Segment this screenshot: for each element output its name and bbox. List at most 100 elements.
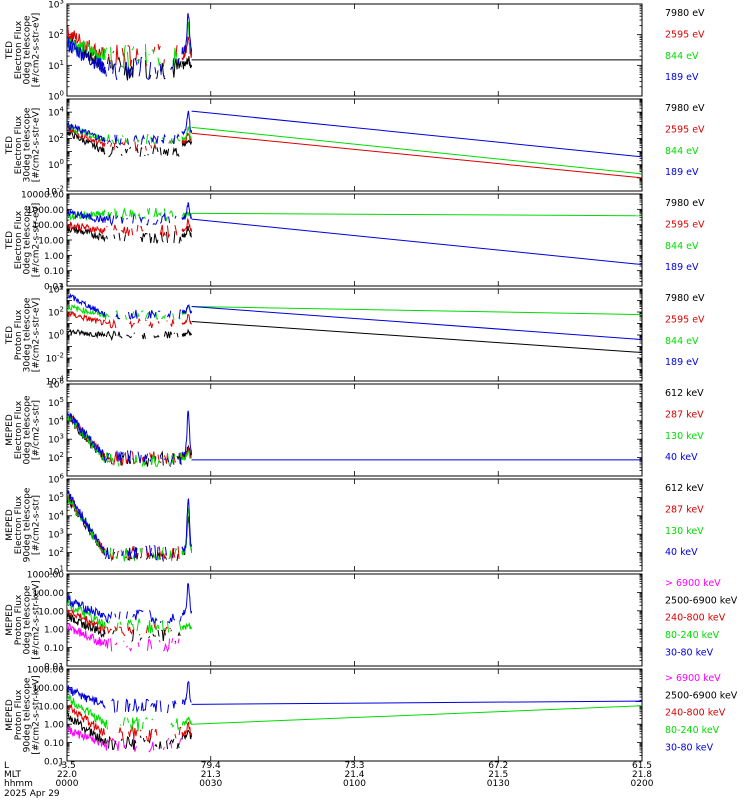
series-line-red bbox=[157, 43, 161, 51]
time-axis-tick-label: 21.8 bbox=[632, 770, 652, 780]
y-axis-label: 0deg telescope bbox=[23, 15, 33, 85]
series-line-blue bbox=[163, 458, 166, 461]
series-line-black bbox=[149, 233, 153, 244]
series-line-blue bbox=[133, 545, 138, 560]
series-line-blue bbox=[126, 217, 128, 220]
series-line-green bbox=[122, 717, 126, 726]
series-line-red bbox=[131, 450, 138, 465]
series-line-magenta bbox=[104, 638, 109, 649]
series-line-black bbox=[155, 70, 159, 79]
series-line-red bbox=[137, 317, 141, 324]
legend-entry: 7980 eV bbox=[665, 8, 705, 19]
y-tick-label: 0.01 bbox=[44, 758, 64, 768]
legend-entry: 130 keV bbox=[665, 431, 704, 442]
series-line-blue bbox=[114, 613, 117, 618]
series-line-red bbox=[120, 139, 127, 146]
series-line-blue bbox=[137, 451, 142, 464]
series-peak-red bbox=[181, 36, 193, 60]
series-line-blue bbox=[168, 216, 171, 224]
series-line-red bbox=[131, 228, 134, 236]
legend-entry: 40 keV bbox=[665, 547, 698, 558]
series-line-blue bbox=[160, 133, 166, 144]
series-line-black bbox=[157, 629, 160, 637]
series-line-black bbox=[67, 711, 106, 746]
series-line-blue bbox=[114, 134, 118, 145]
y-axis-label: [#/cm2-s-str-eV] bbox=[31, 108, 41, 183]
series-tail-blue bbox=[191, 700, 642, 705]
series-line-red bbox=[113, 142, 116, 151]
series-line-blue bbox=[118, 66, 121, 73]
series-line-red bbox=[110, 459, 113, 465]
legend-entry: 80-240 keV bbox=[665, 725, 720, 736]
series-line-blue bbox=[108, 60, 112, 71]
series-line-red bbox=[167, 225, 171, 239]
series-line-green bbox=[104, 625, 107, 629]
y-axis-label: Electron Flux bbox=[14, 400, 24, 459]
series-line-black bbox=[115, 145, 119, 149]
y-axis-label: [#/cm2-s-str-keV] bbox=[31, 675, 41, 754]
series-line-red bbox=[148, 320, 154, 329]
series-line-blue bbox=[67, 412, 106, 461]
series-line-black bbox=[166, 740, 168, 750]
legend-entry: 7980 eV bbox=[665, 103, 705, 114]
y-axis-label: [#/cm2-s-str-eV] bbox=[31, 13, 41, 88]
series-line-magenta bbox=[129, 647, 133, 652]
series-line-blue bbox=[125, 611, 128, 619]
legend-entry: 30-80 keV bbox=[665, 742, 714, 753]
series-line-red bbox=[104, 318, 117, 329]
series-line-black bbox=[144, 154, 146, 157]
series-line-blue bbox=[104, 452, 110, 464]
series-line-black bbox=[172, 147, 180, 157]
legend-entry: 130 keV bbox=[665, 526, 704, 537]
legend-entry: 40 keV bbox=[665, 452, 698, 463]
series-line-green bbox=[154, 618, 160, 631]
series-peak-black bbox=[181, 226, 193, 238]
series-line-magenta bbox=[170, 741, 173, 749]
series-tail-green bbox=[191, 212, 642, 217]
series-line-black bbox=[152, 633, 156, 637]
y-axis-label: MEPED bbox=[5, 604, 15, 636]
legend-entry: 189 eV bbox=[665, 357, 699, 368]
y-tick-label: 103 bbox=[48, 528, 64, 541]
series-line-blue bbox=[145, 545, 148, 555]
y-tick-label: 100 bbox=[48, 90, 64, 103]
y-tick-label: 104 bbox=[48, 509, 64, 522]
series-line-green bbox=[144, 44, 147, 64]
series-line-red bbox=[106, 225, 108, 228]
legend-entry: 612 keV bbox=[665, 483, 704, 494]
legend-entry: 189 eV bbox=[665, 262, 699, 273]
series-line-blue bbox=[67, 685, 106, 709]
series-line-green bbox=[151, 49, 155, 54]
series-line-magenta bbox=[110, 638, 113, 652]
legend-entry: 844 eV bbox=[665, 241, 699, 252]
series-peak-green bbox=[181, 125, 193, 141]
series-line-blue bbox=[67, 38, 106, 74]
series-line-magenta bbox=[167, 738, 170, 742]
series-line-blue bbox=[167, 310, 172, 319]
series-line-blue bbox=[167, 457, 170, 463]
series-line-green bbox=[139, 547, 143, 555]
series-line-green bbox=[121, 45, 126, 70]
series-line-red bbox=[67, 703, 106, 737]
series-peak-blue bbox=[181, 680, 192, 706]
y-tick-label: 100.00 bbox=[33, 589, 65, 599]
series-line-blue bbox=[168, 142, 170, 144]
series-line-red bbox=[118, 727, 124, 741]
series-line-green bbox=[175, 718, 180, 731]
series-line-blue bbox=[149, 545, 153, 557]
series-peak-blue bbox=[181, 304, 193, 315]
series-line-red bbox=[162, 59, 165, 67]
series-line-blue bbox=[149, 455, 153, 462]
series-line-green bbox=[104, 313, 110, 320]
y-axis-label: TED bbox=[5, 136, 15, 155]
time-axis-tick-label: 73.3 bbox=[344, 761, 364, 771]
series-line-green bbox=[141, 722, 144, 730]
y-tick-label: 104 bbox=[48, 414, 64, 427]
series-line-magenta bbox=[114, 642, 118, 646]
series-line-blue bbox=[116, 700, 119, 712]
series-peak-red bbox=[181, 721, 193, 737]
series-group bbox=[67, 293, 642, 354]
series-line-red bbox=[67, 311, 106, 326]
panel-frame bbox=[66, 98, 643, 192]
series-line-black bbox=[156, 147, 159, 153]
